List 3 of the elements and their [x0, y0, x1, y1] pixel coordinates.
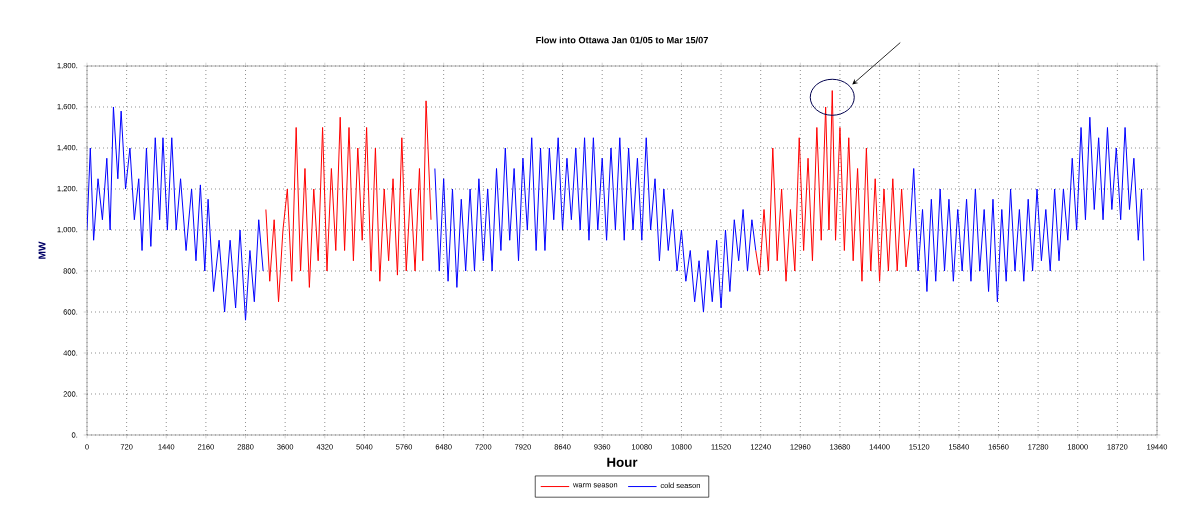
y-axis-title: MW [38, 241, 46, 259]
x-axis-title: Hour [607, 457, 638, 467]
chart-title: Flow into Ottawa Jan 01/05 to Mar 15/07 [536, 36, 708, 44]
